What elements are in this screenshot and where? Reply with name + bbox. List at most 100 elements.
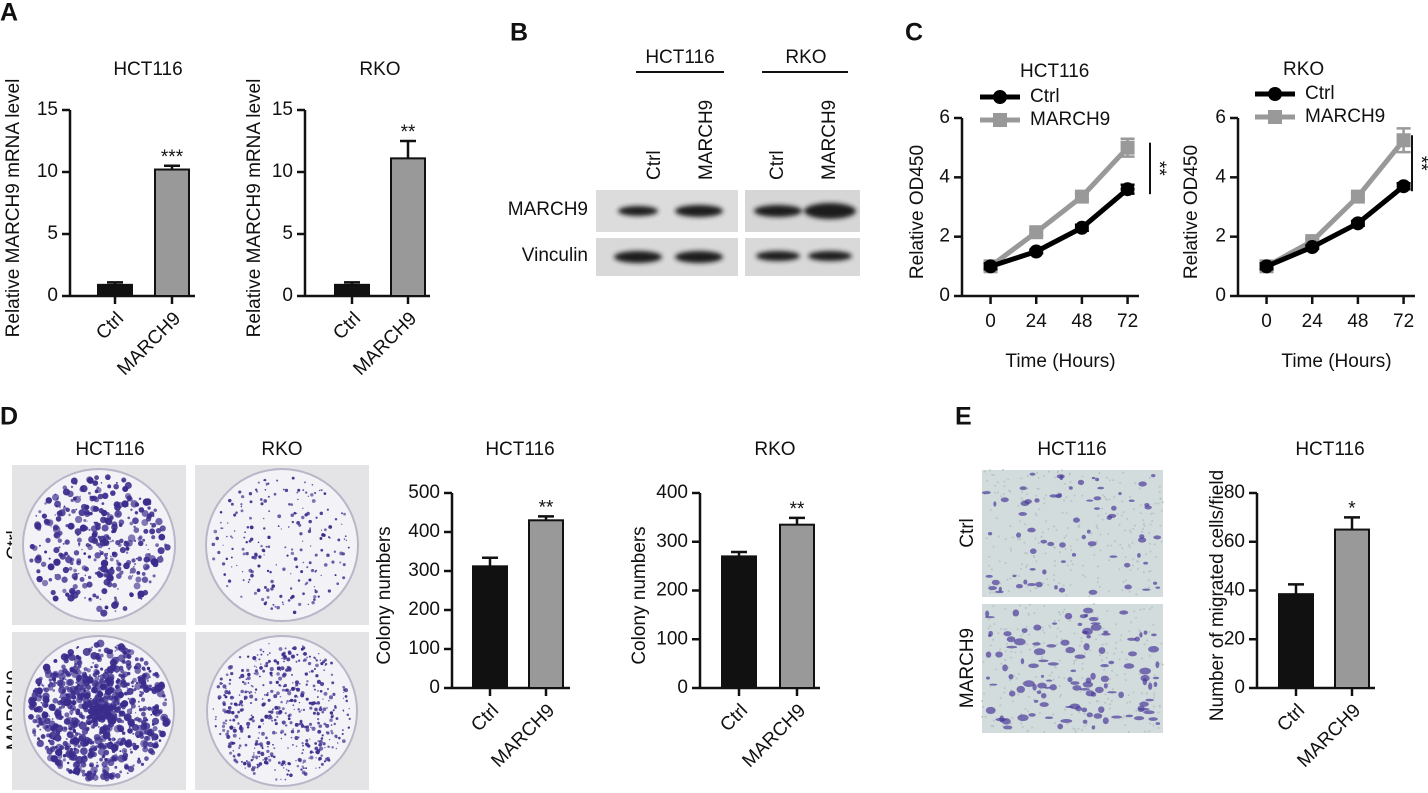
colony-dot xyxy=(333,550,337,553)
colony-dot xyxy=(264,488,267,491)
colony-dot xyxy=(63,505,66,508)
cell xyxy=(1032,642,1041,646)
pore xyxy=(1113,652,1116,655)
pore xyxy=(1000,662,1003,665)
colony-dot xyxy=(66,699,73,705)
pore xyxy=(1077,525,1080,528)
colony-dot xyxy=(273,659,277,663)
colony-dot xyxy=(301,752,304,755)
colony-dot xyxy=(266,569,270,573)
colony-dot xyxy=(115,753,117,755)
pore xyxy=(1121,547,1124,550)
cell xyxy=(1153,681,1158,687)
chart-title: HCT116 xyxy=(113,59,182,80)
colony-dot xyxy=(290,548,294,551)
colony-dot xyxy=(325,707,328,709)
colony-dot xyxy=(259,742,263,746)
pore xyxy=(1041,626,1044,629)
series-line xyxy=(1265,184,1406,269)
colony-dot xyxy=(254,742,259,746)
colony-dot xyxy=(262,517,265,520)
transwell-row: MARCH9 xyxy=(957,628,978,708)
pore xyxy=(1022,499,1025,502)
colony-dot xyxy=(320,529,323,531)
colony-dot xyxy=(162,719,170,727)
colony-dot xyxy=(53,532,59,538)
colony-dot xyxy=(98,726,100,728)
colony-dot xyxy=(328,525,333,529)
pore xyxy=(1057,470,1060,473)
colony-dot xyxy=(65,737,68,740)
colony-dot xyxy=(46,746,48,748)
colony-dot xyxy=(111,696,119,704)
pore xyxy=(1058,695,1061,698)
colony-dot xyxy=(249,516,252,520)
colony-dot xyxy=(270,689,274,693)
colony-dot xyxy=(268,642,270,645)
colony-dot xyxy=(249,694,254,699)
colony-dot xyxy=(287,667,292,672)
cell xyxy=(1003,725,1013,730)
colony-dot xyxy=(79,524,87,532)
colony-dot xyxy=(127,575,133,580)
colony-dot xyxy=(98,648,102,652)
colony-dot xyxy=(145,544,148,546)
pore xyxy=(1143,730,1146,733)
colony-dot xyxy=(91,716,98,723)
pore xyxy=(1149,722,1152,725)
bar xyxy=(528,519,564,689)
colony-dot xyxy=(327,536,330,539)
colony-dot xyxy=(262,723,265,725)
pore xyxy=(1053,573,1056,576)
colony-dot xyxy=(41,701,49,708)
pore xyxy=(1147,579,1150,582)
pore xyxy=(1161,663,1164,666)
pore xyxy=(1071,563,1074,566)
pore xyxy=(1026,487,1029,490)
pore xyxy=(1061,610,1064,613)
colony-dot xyxy=(59,553,66,560)
pore xyxy=(1109,703,1112,706)
colony-dot xyxy=(113,596,117,600)
colony-dot xyxy=(293,708,295,711)
colony-dot xyxy=(274,769,277,772)
pore xyxy=(1121,651,1124,654)
pore xyxy=(1152,623,1155,626)
colony-dot xyxy=(347,726,350,729)
cell xyxy=(1047,541,1055,547)
colony-dot xyxy=(46,733,51,738)
pore xyxy=(1000,495,1003,498)
colony-dot xyxy=(36,575,43,583)
cell xyxy=(1128,499,1135,502)
colony-dot xyxy=(147,506,151,510)
colony-dot xyxy=(279,669,281,672)
colony-dot xyxy=(317,595,320,598)
colony-dot xyxy=(106,650,111,655)
colony-dot xyxy=(267,692,269,694)
pore xyxy=(1040,535,1043,538)
colony-dot xyxy=(261,747,264,750)
colony-dot xyxy=(110,772,116,778)
colony-dot xyxy=(57,754,63,759)
colony-dot xyxy=(93,641,100,648)
colony-dot xyxy=(89,511,93,516)
pore xyxy=(1048,624,1051,627)
colony-dot xyxy=(267,495,270,498)
y-tick-label: 2 xyxy=(1215,226,1226,247)
pore xyxy=(1017,693,1020,696)
pore xyxy=(1034,512,1037,515)
y-axis-label: Relative MARCH9 mRNA level xyxy=(244,79,265,338)
colony-dot xyxy=(141,519,149,526)
colony-dot xyxy=(149,684,153,688)
colony-dot xyxy=(112,756,118,762)
colony-dot xyxy=(56,510,63,517)
colony-dot xyxy=(114,510,122,518)
cell xyxy=(1065,647,1076,654)
colony-dot xyxy=(48,703,56,711)
colony-dot xyxy=(267,745,269,748)
colony-dot xyxy=(158,739,162,742)
colony-dot xyxy=(91,751,97,758)
colony-dot xyxy=(262,650,265,653)
colony-dot xyxy=(122,660,126,664)
x-tick-label: Ctrl xyxy=(92,308,128,344)
